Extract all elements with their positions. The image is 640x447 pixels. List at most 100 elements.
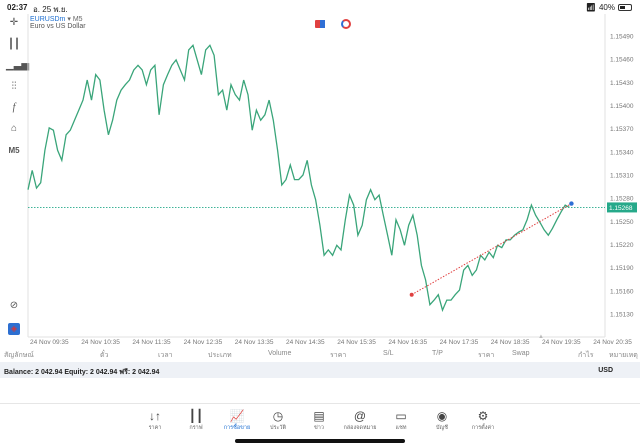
y-tick-label: 1.15490 (610, 34, 634, 41)
shift-marker-icon: ▲ (538, 334, 544, 340)
nav-item-2[interactable]: 📈 การซื้อขาย (212, 409, 262, 432)
y-tick-label: 1.15460 (610, 57, 634, 64)
y-tick-label: 1.15340 (610, 149, 634, 156)
function-icon[interactable]: f (12, 102, 16, 113)
y-tick-label: 1.15400 (610, 103, 634, 110)
nav-label: กล่องจดหมาย (343, 425, 377, 431)
objects-icon[interactable]: ⫶⫶ (11, 81, 17, 92)
y-tick-label: 1.15220 (610, 242, 634, 249)
symbol-header[interactable]: EURUSDm ▾ M5 (30, 16, 83, 23)
trade-close-marker (569, 201, 574, 206)
nav-item-0[interactable]: ↓↑ ราคา (130, 409, 180, 432)
col-tp: T/P (432, 350, 443, 357)
current-price-label: 1.15268 (609, 205, 633, 212)
battery-icon (618, 4, 632, 11)
account-summary: Balance: 2 042.94 Equity: 2 042.94 ฟรี: … (0, 362, 640, 378)
nav-label: แชท (395, 425, 407, 431)
y-tick-label: 1.15310 (610, 173, 634, 180)
col-comment: หมายเหตุ (609, 352, 638, 359)
nav-item-6[interactable]: ▭ แชท (376, 409, 426, 432)
price-line (27, 44, 570, 313)
crosshair-icon[interactable]: ✛ (9, 17, 19, 28)
nav-label: การซื้อขาย (223, 425, 251, 431)
x-tick-label: 24 Nov 17:35 (440, 339, 479, 346)
y-tick-label: 1.15160 (610, 288, 634, 295)
y-tick-label: 1.15370 (610, 126, 634, 133)
col-time: เวลา (158, 352, 173, 359)
chart-scan-icon[interactable]: ⊘ (9, 300, 19, 311)
price-chart[interactable]: 1.15490 1.15460 1.15430 1.15400 1.15370 1.153… (0, 0, 640, 347)
nav-icon: ↓↑ (149, 409, 161, 423)
x-tick-label: 24 Nov 18:35 (491, 339, 530, 346)
nav-icon: ◷ (272, 409, 284, 423)
signal-icon[interactable] (341, 19, 351, 29)
x-tick-label: 24 Nov 16:35 (388, 339, 427, 346)
x-tick-label: 24 Nov 12:35 (184, 339, 223, 346)
x-tick-label: 24 Nov 13:35 (235, 339, 274, 346)
nav-icon: ▭ (395, 409, 407, 423)
nav-item-8[interactable]: ⚙ การตั้งค่า (458, 409, 508, 432)
col-volume: Volume (268, 350, 292, 357)
symbol-timeframe: M5 (72, 16, 83, 23)
balance-text: Balance: 2 042.94 Equity: 2 042.94 ฟรี: … (4, 369, 160, 376)
y-tick-label: 1.15280 (610, 196, 634, 203)
status-date: อ. 25 พ.ย. (33, 5, 68, 14)
nav-icon: ┃┃ (188, 409, 204, 423)
nav-item-1[interactable]: ┃┃ กราฟ (171, 409, 221, 432)
x-tick-label: 24 Nov 15:35 (337, 339, 376, 346)
col-swap: Swap (512, 350, 530, 357)
nav-icon: ▤ (313, 409, 325, 423)
x-tick-label: 24 Nov 19:35 (542, 339, 581, 346)
nav-item-4[interactable]: ▤ ข่าว (294, 409, 344, 432)
candlestick-icon[interactable]: ┃┃ (7, 39, 21, 50)
x-tick-label: 24 Nov 14:35 (286, 339, 325, 346)
trade-open-marker (409, 292, 414, 297)
current-price-label-bg (607, 202, 637, 213)
one-click-trading-icon[interactable] (315, 20, 325, 28)
home-indicator (235, 439, 405, 443)
nav-item-3[interactable]: ◷ ประวัติ (253, 409, 303, 432)
broker-logo-icon[interactable]: ◈ (8, 323, 20, 335)
chart-toolbar: ✛ ┃┃ ▁▃▅ ⫶⫶ f ⌂ M5 ⊘ ◈ (0, 14, 30, 340)
timeframe-button[interactable]: M5 (8, 146, 20, 155)
trade-line (411, 203, 572, 296)
x-tick-label: 24 Nov 20:35 (593, 339, 632, 346)
status-bar: 02:37 อ. 25 พ.ย. 📶︎ 40% (0, 0, 640, 14)
nav-icon: ⚙ (477, 409, 489, 423)
x-tick-label: 24 Nov 09:35 (30, 339, 69, 346)
symbol-name: EURUSDm (30, 16, 66, 23)
shapes-icon[interactable]: ⌂ (10, 123, 18, 134)
y-tick-label: 1.15250 (610, 219, 634, 226)
y-tick-label: 1.15130 (610, 312, 634, 319)
nav-icon: ◉ (436, 409, 448, 423)
nav-item-5[interactable]: @ กล่องจดหมาย (335, 409, 385, 432)
col-type: ประเภท (208, 352, 232, 359)
nav-label: บัญชี (436, 425, 448, 431)
nav-label: ประวัติ (269, 425, 287, 431)
nav-label: ข่าว (314, 425, 324, 431)
battery-percent: 40% (598, 3, 615, 12)
nav-label: ราคา (148, 425, 162, 431)
col-sl: S/L (383, 350, 394, 357)
nav-icon: 📈 (229, 409, 245, 423)
bottom-nav: ↓↑ ราคา ┃┃ กราฟ 📈 การซื้อขาย ◷ ประวัติ ▤ ข่าว @ กล่… (0, 403, 640, 447)
symbol-description: Euro vs US Dollar (30, 23, 86, 30)
indicators-icon[interactable]: ▁▃▅ (6, 60, 30, 71)
account-currency: USD (598, 367, 613, 374)
nav-icon: @ (353, 409, 367, 423)
nav-label: การตั้งค่า (471, 425, 495, 431)
col-ticket: ตั๋ว (100, 352, 109, 359)
nav-label: กราฟ (189, 425, 203, 431)
y-tick-label: 1.15430 (610, 80, 634, 87)
nav-item-7[interactable]: ◉ บัญชี (417, 409, 467, 432)
col-profit: กำไร (578, 352, 594, 359)
trades-table-header: สัญลักษณ์ ตั๋ว เวลา ประเภท Volume ราคา S… (0, 347, 640, 361)
x-tick-label: 24 Nov 11:35 (132, 339, 171, 346)
x-tick-label: 24 Nov 10:35 (81, 339, 120, 346)
col-current-price: ราคา (478, 352, 495, 359)
wifi-icon: 📶︎ (585, 3, 596, 12)
col-price: ราคา (330, 352, 347, 359)
y-tick-label: 1.15190 (610, 265, 634, 272)
status-time: 02:37 (7, 3, 28, 12)
col-symbol: สัญลักษณ์ (4, 352, 34, 359)
